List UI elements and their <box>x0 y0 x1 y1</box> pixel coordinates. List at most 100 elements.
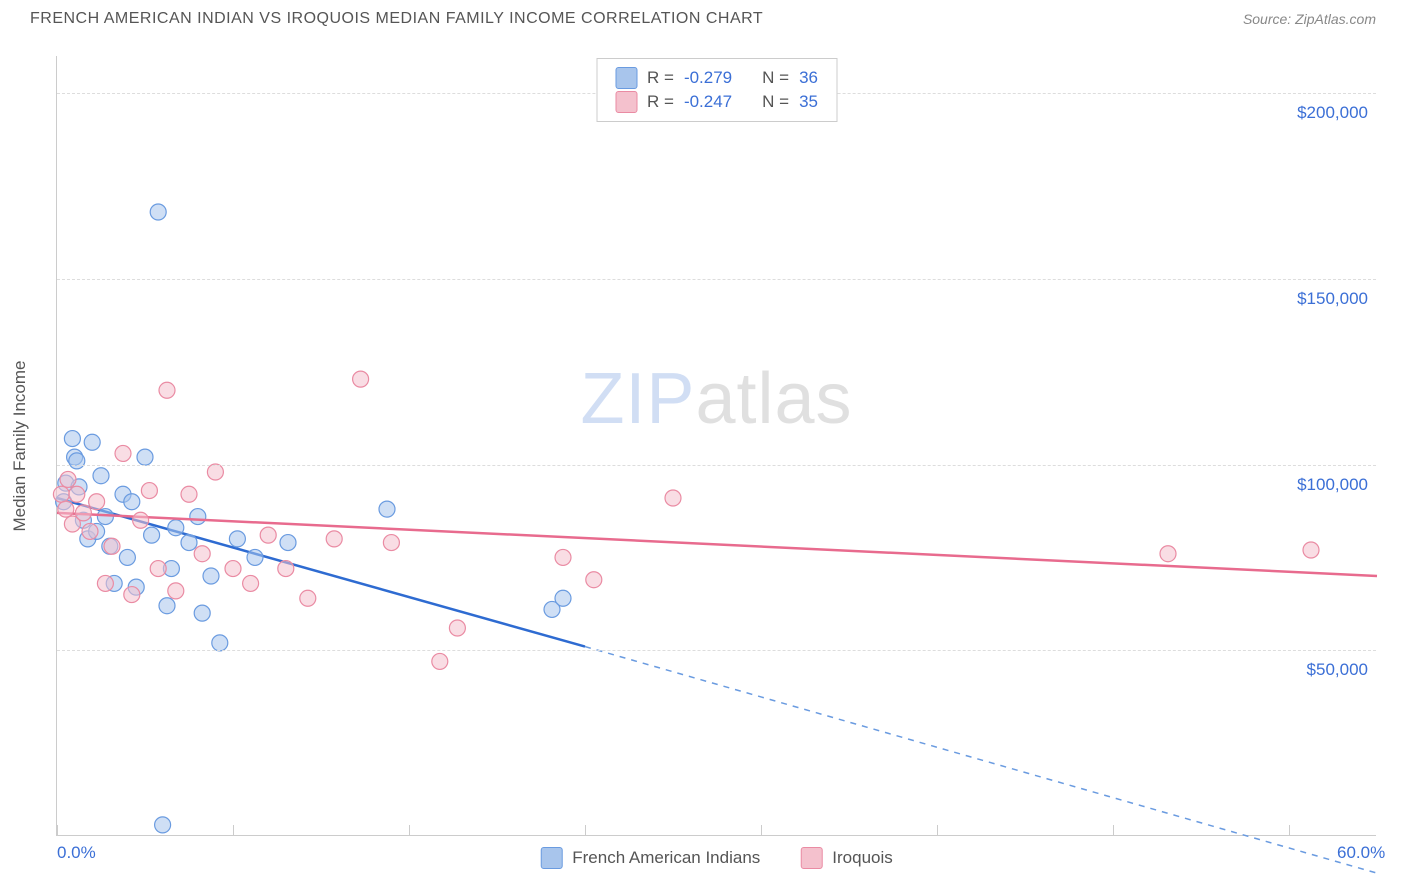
swatch-icon <box>615 67 637 89</box>
data-point <box>190 509 206 525</box>
legend-item: Iroquois <box>800 847 892 869</box>
n-value: 36 <box>799 68 818 88</box>
x-tick <box>233 825 234 835</box>
x-tick <box>57 825 58 835</box>
gridline <box>57 465 1376 466</box>
legend-label: French American Indians <box>572 848 760 868</box>
data-point <box>194 605 210 621</box>
n-value: 35 <box>799 92 818 112</box>
data-point <box>104 538 120 554</box>
data-point <box>82 523 98 539</box>
data-point <box>150 204 166 220</box>
legend-row: R = -0.247 N = 35 <box>615 91 818 113</box>
data-point <box>665 490 681 506</box>
data-point <box>181 486 197 502</box>
source-label: Source: ZipAtlas.com <box>1243 11 1376 27</box>
data-point <box>432 653 448 669</box>
gridline <box>57 650 1376 651</box>
data-point <box>69 453 85 469</box>
data-point <box>119 549 135 565</box>
chart-title: FRENCH AMERICAN INDIAN VS IROQUOIS MEDIA… <box>30 10 763 28</box>
data-point <box>89 494 105 510</box>
data-point <box>353 371 369 387</box>
data-point <box>383 535 399 551</box>
swatch-icon <box>615 91 637 113</box>
x-tick <box>937 825 938 835</box>
data-point <box>168 583 184 599</box>
data-point <box>93 468 109 484</box>
header: FRENCH AMERICAN INDIAN VS IROQUOIS MEDIA… <box>0 0 1406 36</box>
data-point <box>75 505 91 521</box>
plot-area: ZIPatlas R = -0.279 N = 36 R = -0.247 N … <box>56 56 1376 836</box>
data-point <box>1303 542 1319 558</box>
r-value: -0.279 <box>684 68 732 88</box>
data-point <box>280 535 296 551</box>
data-point <box>243 575 259 591</box>
data-point <box>203 568 219 584</box>
data-point <box>194 546 210 562</box>
data-point <box>586 572 602 588</box>
trendline <box>57 513 1377 576</box>
data-point <box>69 486 85 502</box>
data-point <box>212 635 228 651</box>
data-point <box>159 382 175 398</box>
r-label: R = <box>647 92 674 112</box>
data-point <box>379 501 395 517</box>
data-point <box>168 520 184 536</box>
data-point <box>247 549 263 565</box>
data-point <box>84 434 100 450</box>
swatch-icon <box>540 847 562 869</box>
data-point <box>229 531 245 547</box>
x-tick-label: 0.0% <box>57 843 96 863</box>
legend-item: French American Indians <box>540 847 760 869</box>
series-legend: French American Indians Iroquois <box>540 847 893 869</box>
data-point <box>124 587 140 603</box>
data-point <box>278 561 294 577</box>
data-point <box>449 620 465 636</box>
data-point <box>181 535 197 551</box>
data-point <box>115 445 131 461</box>
y-axis-title: Median Family Income <box>10 360 30 531</box>
data-point <box>207 464 223 480</box>
data-point <box>144 527 160 543</box>
r-value: -0.247 <box>684 92 732 112</box>
x-tick-label: 60.0% <box>1337 843 1385 863</box>
data-point <box>555 590 571 606</box>
x-tick <box>1113 825 1114 835</box>
y-tick-label: $150,000 <box>1297 289 1368 309</box>
data-point <box>53 486 69 502</box>
swatch-icon <box>800 847 822 869</box>
data-point <box>260 527 276 543</box>
r-label: R = <box>647 68 674 88</box>
data-point <box>60 471 76 487</box>
data-point <box>64 431 80 447</box>
y-tick-label: $100,000 <box>1297 475 1368 495</box>
data-point <box>58 501 74 517</box>
data-point <box>133 512 149 528</box>
n-label: N = <box>762 92 789 112</box>
x-tick <box>585 825 586 835</box>
data-point <box>97 575 113 591</box>
data-point <box>141 483 157 499</box>
gridline <box>57 279 1376 280</box>
data-point <box>159 598 175 614</box>
plot-svg <box>57 56 1376 835</box>
chart-container: Median Family Income ZIPatlas R = -0.279… <box>0 36 1406 856</box>
x-tick <box>1289 825 1290 835</box>
data-point <box>326 531 342 547</box>
correlation-legend: R = -0.279 N = 36 R = -0.247 N = 35 <box>596 58 837 122</box>
x-tick <box>409 825 410 835</box>
data-point <box>137 449 153 465</box>
data-point <box>555 549 571 565</box>
data-point <box>150 561 166 577</box>
n-label: N = <box>762 68 789 88</box>
legend-row: R = -0.279 N = 36 <box>615 67 818 89</box>
y-tick-label: $50,000 <box>1307 660 1368 680</box>
data-point <box>124 494 140 510</box>
y-tick-label: $200,000 <box>1297 103 1368 123</box>
legend-label: Iroquois <box>832 848 892 868</box>
data-point <box>155 817 171 833</box>
data-point <box>225 561 241 577</box>
trendline-extrapolated <box>585 647 1377 874</box>
x-tick <box>761 825 762 835</box>
